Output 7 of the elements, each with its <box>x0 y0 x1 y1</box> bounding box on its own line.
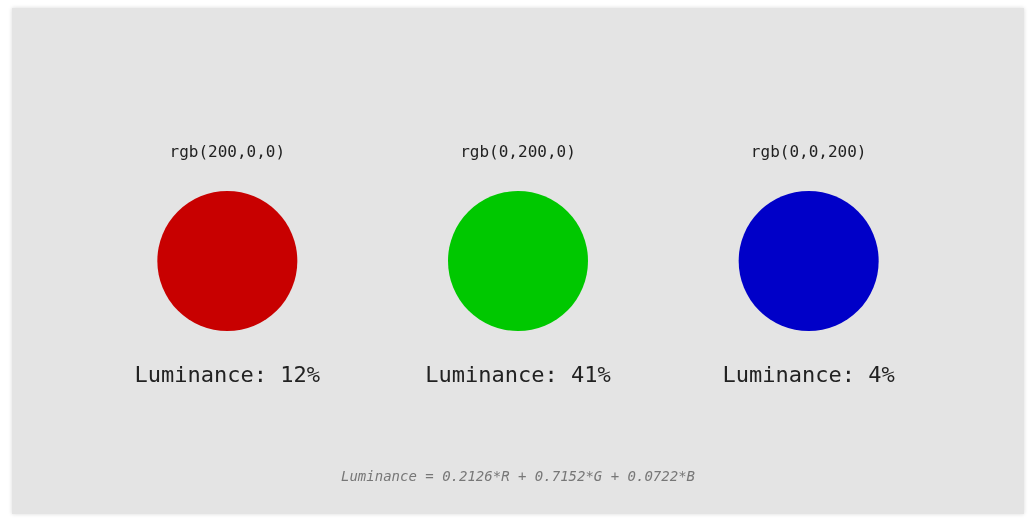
category-label: rgb(0,0,200) <box>750 142 867 162</box>
data-label: Luminance: 41% <box>425 361 611 387</box>
text: Luminance = 0.2126*R + 0.7152*G + 0.0722*B <box>340 467 696 484</box>
data-label: Luminance: 4% <box>722 361 895 387</box>
category-label: rgb(0,200,0) <box>460 142 576 162</box>
data-label: Luminance: 12% <box>134 361 321 387</box>
category-label: rgb(200,0,0) <box>169 142 286 162</box>
